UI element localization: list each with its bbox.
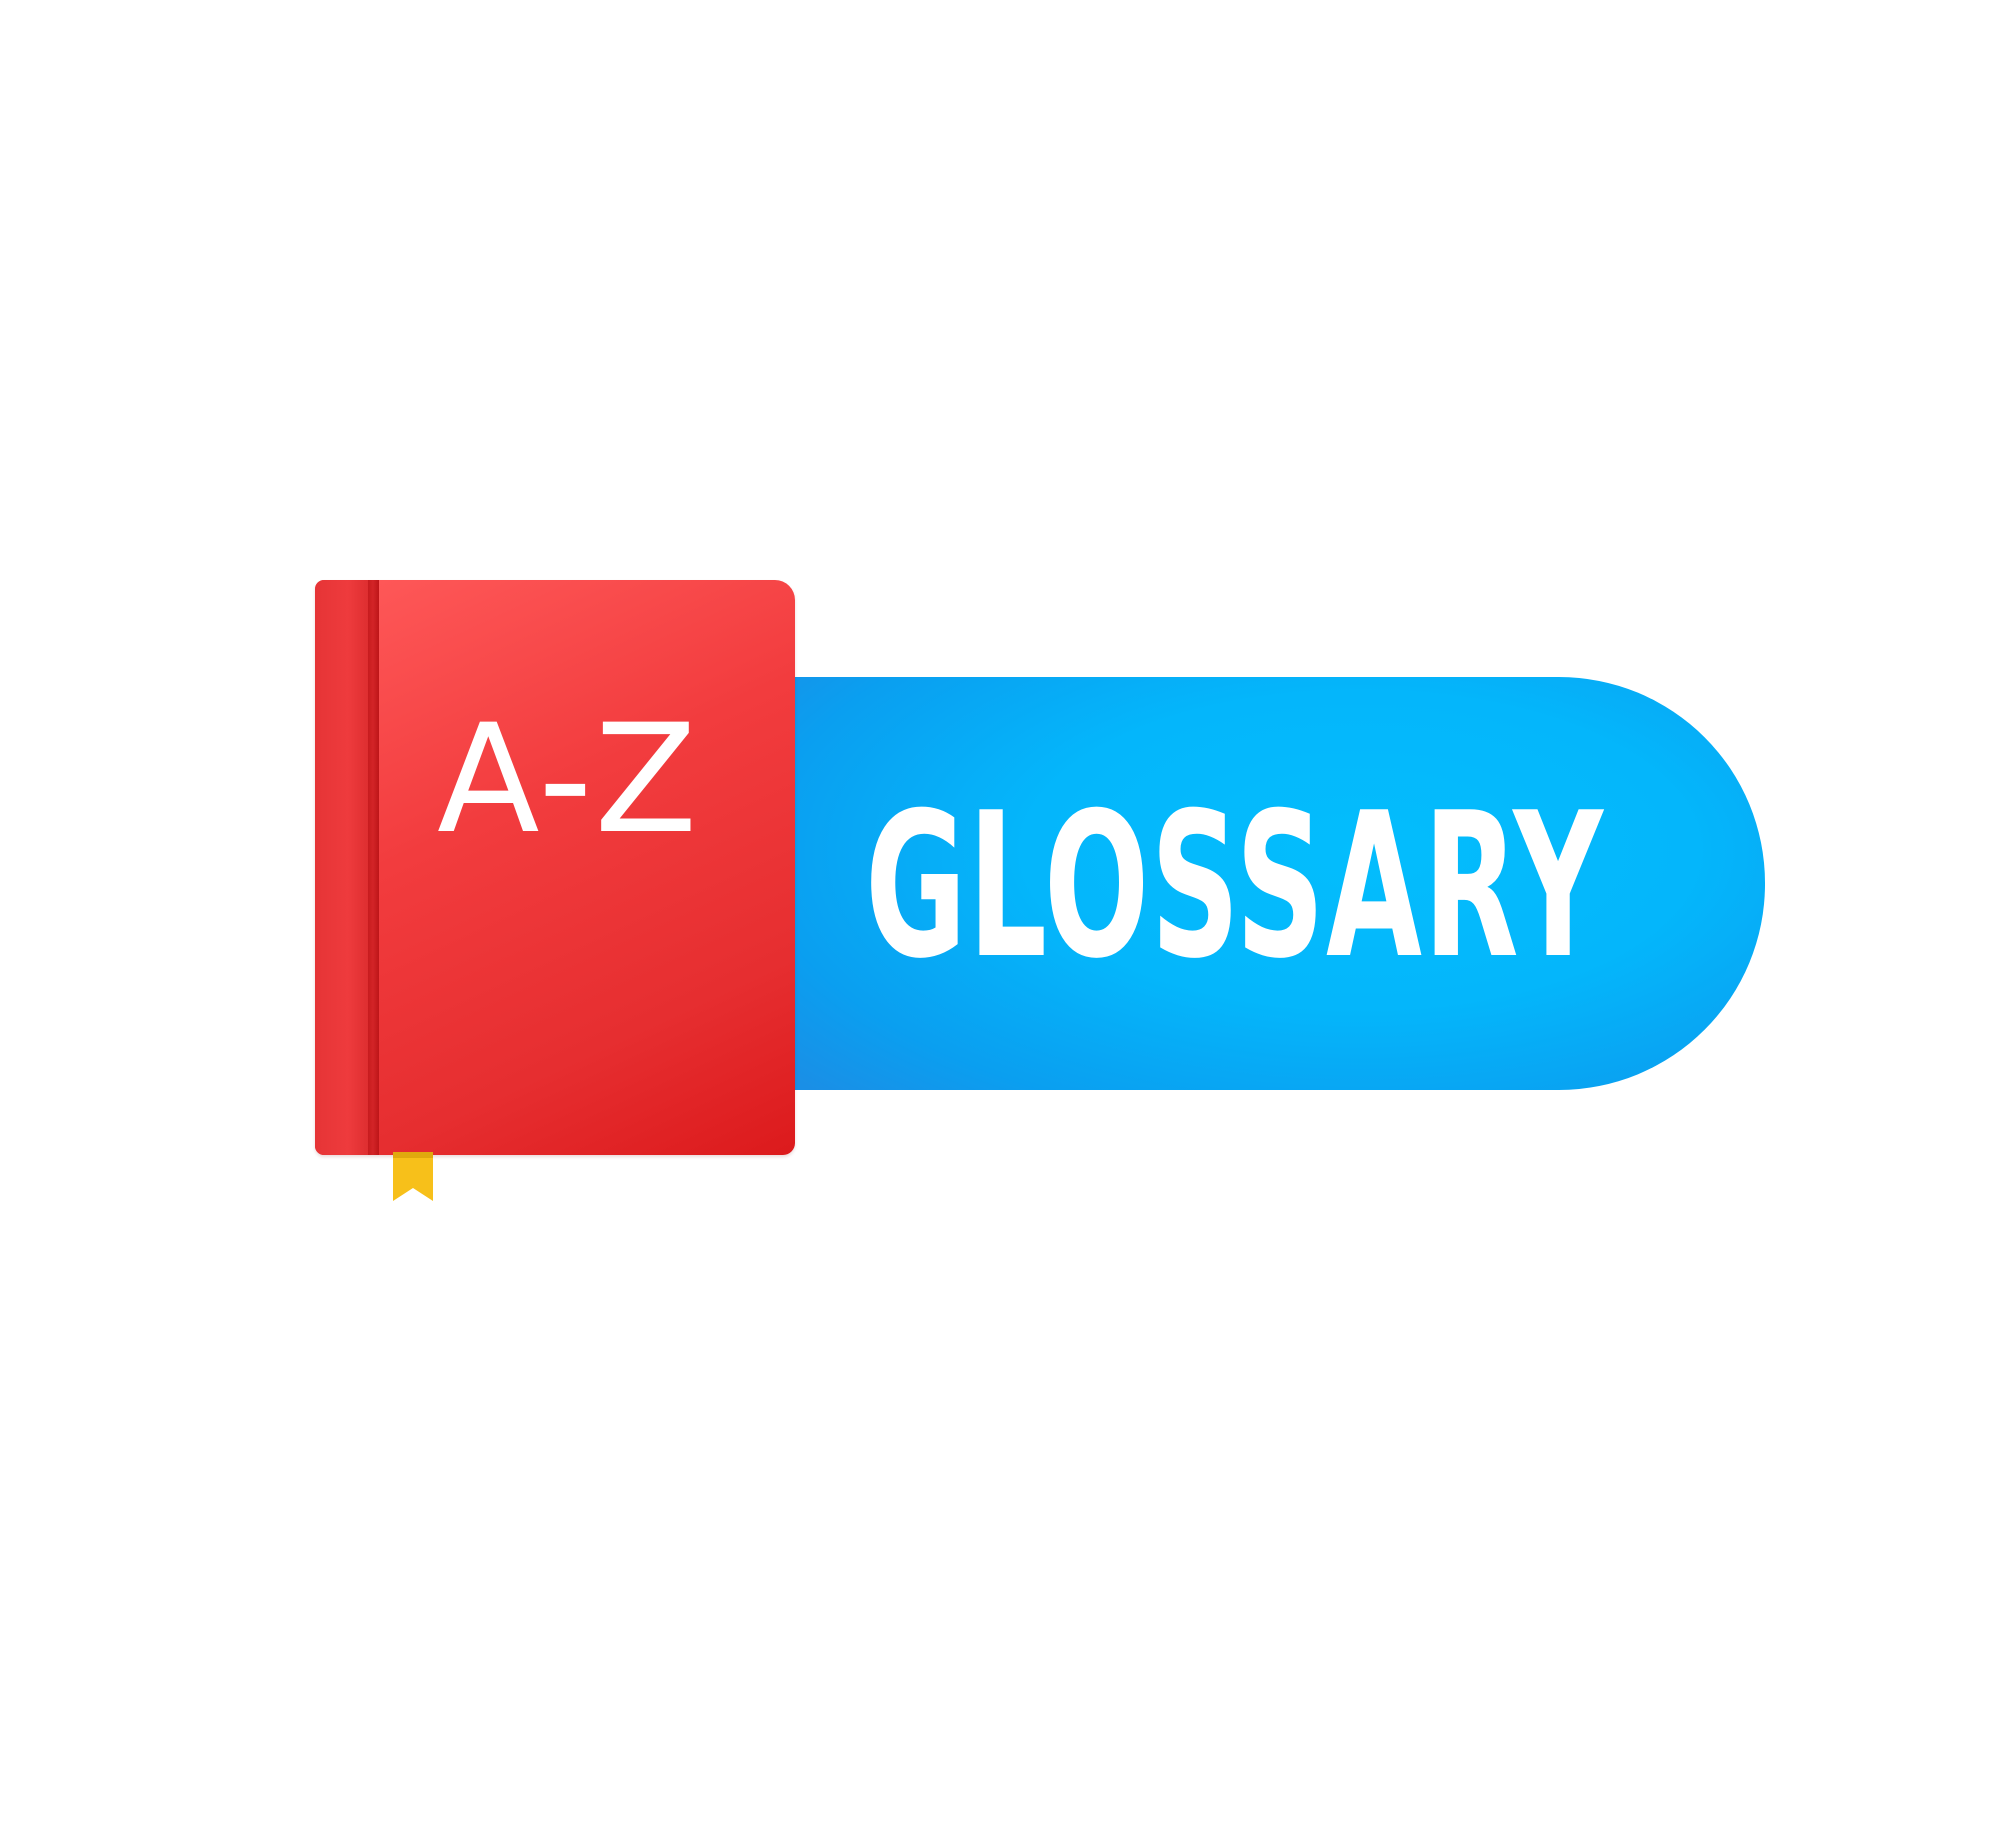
book-title: A-Z bbox=[437, 693, 700, 867]
bookmark-ribbon-icon bbox=[393, 1152, 433, 1201]
glossary-banner bbox=[700, 677, 1765, 1090]
book-spine-line bbox=[368, 580, 379, 1155]
book-cover bbox=[315, 580, 795, 1155]
glossary-label: GLOSSARY bbox=[865, 770, 1605, 1003]
book-spine bbox=[315, 580, 375, 1155]
